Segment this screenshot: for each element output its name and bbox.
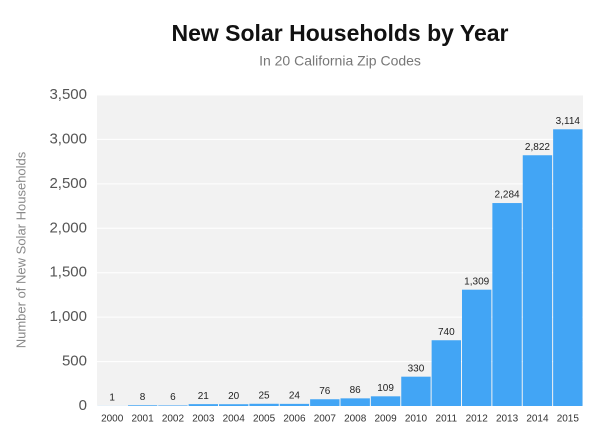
bar <box>553 129 583 406</box>
x-tick-label: 2005 <box>253 414 276 425</box>
x-tick-label: 2013 <box>496 414 519 425</box>
value-label: 3,114 <box>556 116 581 127</box>
chart-title: New Solar Households by Year <box>171 20 508 46</box>
value-label: 2,284 <box>495 190 520 201</box>
x-tick-label: 2009 <box>374 414 397 425</box>
x-tick-label: 2007 <box>314 414 337 425</box>
bar <box>522 155 553 406</box>
x-tick-label: 2015 <box>557 414 580 425</box>
value-label: 109 <box>377 383 394 394</box>
chart-subtitle: In 20 California Zip Codes <box>259 53 421 69</box>
bar <box>462 289 492 406</box>
y-tick-label: 3,500 <box>49 86 87 103</box>
y-tick-label: 0 <box>79 397 87 414</box>
value-label: 25 <box>259 390 271 401</box>
value-label: 21 <box>198 391 210 402</box>
bar <box>340 398 370 406</box>
value-label: 330 <box>408 363 425 374</box>
bar <box>188 404 218 406</box>
value-label: 20 <box>228 391 240 402</box>
value-label: 24 <box>289 391 301 402</box>
x-tick-label: 2002 <box>162 414 185 425</box>
x-tick-label: 2010 <box>405 414 428 425</box>
bar <box>492 203 522 406</box>
value-label: 2,822 <box>525 142 550 153</box>
bar <box>370 396 401 406</box>
x-tick-label: 2008 <box>344 414 367 425</box>
x-tick-label: 2012 <box>466 414 489 425</box>
y-tick-label: 3,000 <box>49 130 87 147</box>
bar <box>401 376 431 406</box>
y-tick-label: 1,000 <box>49 308 87 325</box>
y-tick-label: 2,500 <box>49 175 87 192</box>
value-label: 740 <box>438 327 455 338</box>
x-tick-label: 2004 <box>223 414 246 425</box>
bar <box>279 403 310 406</box>
bar <box>431 340 461 406</box>
value-label: 8 <box>140 392 146 403</box>
value-label: 86 <box>350 385 362 396</box>
bar <box>219 404 249 406</box>
x-tick-label: 2000 <box>101 414 124 425</box>
y-tick-label: 500 <box>62 353 87 370</box>
x-tick-label: 2014 <box>526 414 549 425</box>
x-tick-label: 2003 <box>192 414 215 425</box>
y-axis-label: Number of New Solar Households <box>13 151 28 348</box>
y-tick-label: 2,000 <box>49 219 87 236</box>
value-label: 1 <box>109 393 115 404</box>
bar <box>127 405 158 406</box>
x-tick-label: 2006 <box>283 414 306 425</box>
value-label: 1,309 <box>464 276 489 287</box>
value-label: 76 <box>319 386 331 397</box>
y-tick-label: 1,500 <box>49 264 87 281</box>
bar <box>158 405 188 406</box>
bar <box>249 403 279 406</box>
bar <box>310 399 340 406</box>
x-tick-label: 2001 <box>131 414 154 425</box>
value-label: 6 <box>170 392 176 403</box>
x-tick-label: 2011 <box>436 414 458 425</box>
